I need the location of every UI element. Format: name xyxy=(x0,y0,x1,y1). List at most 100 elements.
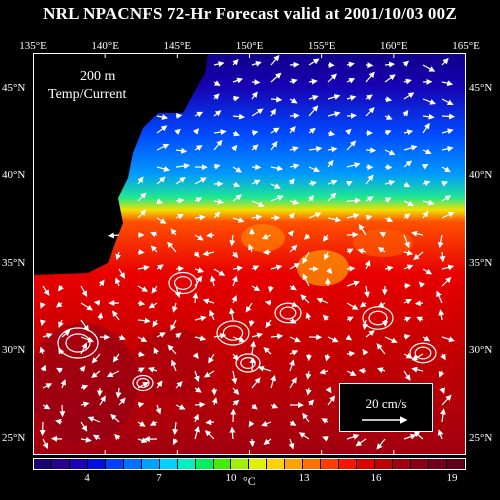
eddy-streamline xyxy=(132,374,154,392)
current-vector xyxy=(80,342,87,355)
current-vector xyxy=(172,438,179,446)
current-vector xyxy=(270,127,280,134)
current-vector xyxy=(251,265,260,271)
current-vector xyxy=(307,399,315,406)
current-vector xyxy=(213,80,221,86)
current-vector xyxy=(137,264,150,271)
longitude-tick: 145°E xyxy=(163,40,192,52)
current-vector xyxy=(403,200,414,207)
current-vector xyxy=(289,97,298,104)
current-vector xyxy=(441,195,452,202)
colorbar-segment xyxy=(87,459,106,469)
current-vector xyxy=(251,91,258,100)
current-vector xyxy=(229,426,236,440)
current-vector xyxy=(289,199,300,205)
colorbar-segment xyxy=(339,459,358,469)
colorbar-tick-label: 13 xyxy=(298,472,310,484)
current-vector xyxy=(192,128,200,135)
current-vector xyxy=(171,302,178,313)
colorbar-segment xyxy=(177,459,196,469)
current-vector xyxy=(99,395,106,406)
latitude-tick: 30°N xyxy=(2,344,26,357)
current-vector xyxy=(137,351,145,358)
current-vector xyxy=(437,429,444,440)
current-vector xyxy=(440,408,446,423)
current-vector xyxy=(175,112,183,119)
current-vector xyxy=(80,421,88,432)
warm-eddy xyxy=(353,229,413,257)
current-vector xyxy=(345,128,352,136)
field-label: Temp/Current xyxy=(48,87,127,102)
longitude-tick: 150°E xyxy=(235,40,264,52)
current-vector xyxy=(346,95,357,101)
current-vector xyxy=(80,319,89,332)
current-vector xyxy=(289,284,297,291)
current-vector xyxy=(308,180,317,187)
current-vector xyxy=(270,54,280,66)
current-vector xyxy=(203,370,215,378)
colorbar-segment xyxy=(141,459,160,469)
current-vector xyxy=(156,217,167,224)
current-vector xyxy=(40,319,46,327)
current-vector xyxy=(346,370,357,376)
current-vector xyxy=(358,367,367,374)
current-vector xyxy=(289,262,301,270)
current-vector xyxy=(175,404,186,410)
current-vector xyxy=(59,404,66,418)
current-vector xyxy=(194,214,206,221)
current-vector xyxy=(156,114,169,120)
scale-arrow xyxy=(362,416,408,424)
current-vector xyxy=(422,335,431,342)
current-vector xyxy=(156,125,168,134)
current-vector xyxy=(118,268,126,279)
current-vector xyxy=(384,149,396,156)
current-vector xyxy=(232,77,244,84)
current-vector xyxy=(377,247,386,253)
current-vector xyxy=(213,332,227,339)
current-vector xyxy=(288,178,295,185)
colorbar-segment xyxy=(249,459,268,469)
current-vector xyxy=(346,61,355,68)
current-vector xyxy=(416,316,424,323)
current-vector xyxy=(377,301,386,308)
current-vector xyxy=(174,128,181,135)
current-vector xyxy=(175,265,185,272)
current-vector xyxy=(175,213,184,220)
current-vector xyxy=(87,416,101,423)
colorbar-tick-label: 16 xyxy=(370,472,382,484)
current-vector xyxy=(147,367,158,373)
current-vector xyxy=(251,144,259,151)
colorbar-tick-label: 10 xyxy=(225,472,237,484)
current-vector xyxy=(289,350,299,356)
current-vector xyxy=(305,312,312,321)
current-vector xyxy=(289,377,297,389)
current-vector xyxy=(58,319,64,329)
current-vector xyxy=(251,403,258,410)
current-vector xyxy=(384,179,396,186)
current-vector xyxy=(170,359,177,372)
current-vector xyxy=(327,216,342,223)
current-vector xyxy=(363,285,370,298)
land-japan xyxy=(33,53,183,275)
current-vector xyxy=(248,319,255,327)
current-vector xyxy=(403,370,411,381)
latitude-tick: 30°N xyxy=(469,344,493,357)
current-vector xyxy=(39,346,46,355)
current-vector xyxy=(250,340,257,355)
current-vector xyxy=(345,334,353,341)
current-vector xyxy=(150,231,158,238)
colorbar-segment xyxy=(411,459,429,469)
current-vector xyxy=(402,109,409,117)
current-vector xyxy=(232,217,245,223)
current-vector xyxy=(270,264,283,271)
current-vector xyxy=(324,353,331,362)
current-vector xyxy=(149,420,158,426)
current-vector xyxy=(175,163,190,169)
current-vector xyxy=(403,352,413,359)
latitude-tick: 25°N xyxy=(2,431,26,444)
land-hokkaido xyxy=(183,53,208,113)
current-vector xyxy=(384,265,394,272)
colorbar-tick-label: 4 xyxy=(84,472,90,484)
current-vector xyxy=(148,302,158,309)
colorbar-segment xyxy=(446,459,465,469)
